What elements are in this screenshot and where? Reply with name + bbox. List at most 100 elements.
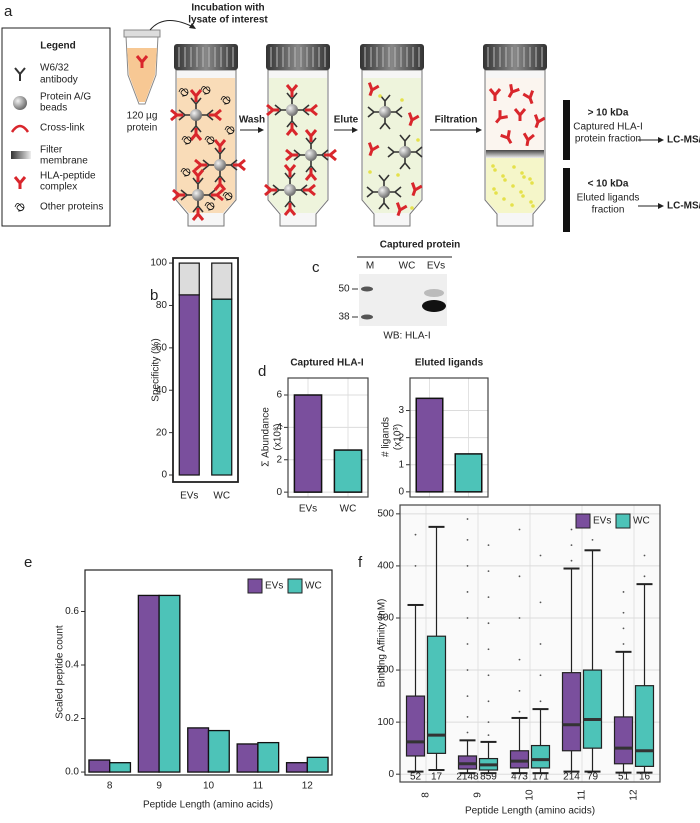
complex-icon (170, 108, 183, 122)
lane-label: M (366, 261, 374, 272)
box (509, 750, 530, 769)
y-tick-label: 80 (156, 300, 168, 311)
legend-item: complex (40, 182, 77, 193)
step-label: Filtration (435, 115, 478, 126)
ligand-dot (492, 187, 496, 191)
ligand-dot (502, 197, 506, 201)
box (405, 695, 426, 757)
box (530, 744, 551, 769)
bead-icon (305, 149, 317, 161)
complex-icon (494, 110, 508, 124)
sample-label: protein (127, 123, 158, 134)
count-label: 52 (410, 772, 422, 783)
protein-icon (200, 86, 211, 95)
legend-item: Other proteins (40, 202, 103, 213)
bar (88, 759, 111, 773)
y-axis-title: (x10⁸) (273, 423, 284, 450)
x-axis-title: Peptide Length (amino acids) (143, 800, 273, 811)
outlier (518, 658, 521, 661)
outlier (622, 627, 625, 630)
bead-icon (13, 96, 27, 110)
bead-icon (192, 189, 204, 201)
x-tick-label: 10 (525, 789, 536, 801)
x-tick-label: 9 (156, 781, 162, 792)
outlier (539, 674, 542, 677)
outlier (487, 734, 490, 737)
ligand-dot (491, 164, 495, 168)
box (582, 669, 603, 749)
arrowhead (476, 127, 482, 133)
fraction-size: < 10 kDa (588, 179, 629, 190)
box (613, 716, 634, 765)
column-cap (360, 44, 424, 70)
y-tick-label: 400 (377, 561, 394, 572)
antibody-icon (286, 114, 298, 128)
ligand-dot (511, 184, 515, 188)
antibody-icon (315, 149, 329, 161)
outlier (518, 689, 521, 692)
y-axis-title: Specificity (%) (151, 338, 162, 401)
legend-swatch (615, 513, 631, 529)
bar (236, 743, 259, 773)
outlier (518, 617, 521, 619)
outlier (518, 575, 521, 578)
x-axis-title: Peptide Length (amino acids) (465, 806, 595, 817)
complex-icon (324, 148, 337, 162)
outlier (487, 700, 490, 703)
output-label: LC-MS/MS (667, 135, 700, 146)
panel-label: e (24, 554, 32, 571)
sample-label: 120 µg (127, 111, 158, 122)
outlier (487, 544, 490, 546)
antibody-icon (178, 109, 192, 121)
outlier (622, 643, 625, 645)
bead-icon (378, 186, 390, 198)
column-cap (266, 44, 330, 70)
ligand-dot (510, 203, 514, 207)
band (422, 300, 446, 312)
y-tick-label: 0.2 (65, 713, 79, 724)
lane-label: EVs (427, 261, 445, 272)
antibody-icon (14, 67, 26, 81)
arrowhead (258, 127, 264, 133)
x-tick-label: 12 (302, 781, 314, 792)
complex-icon (264, 183, 277, 197)
fraction-bar (563, 100, 570, 160)
complex-icon (283, 164, 297, 177)
protein-icon (178, 88, 189, 97)
ligand-dot (520, 171, 524, 175)
antibody-icon (409, 146, 423, 158)
y-tick-label: 0.4 (65, 660, 79, 671)
y-tick-label: 0 (388, 769, 394, 780)
ligand-dot (521, 194, 525, 198)
y-tick-label: 2 (398, 432, 404, 443)
blot-title: Captured protein (380, 240, 461, 251)
arrow (149, 20, 196, 31)
outlier (539, 554, 542, 557)
complex-icon (172, 188, 185, 202)
marker-band (361, 314, 373, 320)
y-tick-label: 6 (276, 390, 282, 401)
bar (158, 594, 181, 773)
x-tick-label: WC (340, 504, 357, 515)
marker-label: 50 (338, 284, 350, 295)
antibody-icon (389, 106, 403, 118)
count-label: 859 (480, 772, 497, 783)
complex-icon (500, 130, 513, 144)
blot (359, 274, 447, 326)
antibody-icon (192, 199, 204, 213)
antibody-icon (294, 184, 308, 196)
antibody-icon (190, 119, 202, 133)
bead-icon (399, 146, 411, 158)
count-label: 16 (639, 772, 651, 783)
arrowhead (658, 203, 664, 209)
ligand-dot (522, 175, 526, 179)
legend-label: EVs (265, 581, 283, 592)
legend-label: WC (633, 516, 650, 527)
outlier (487, 622, 490, 625)
legend-item: Cross-link (40, 123, 85, 134)
ligand-dot (396, 173, 400, 177)
bar (454, 453, 483, 493)
complex-icon (507, 84, 520, 98)
antibody-icon (202, 189, 216, 201)
y-tick-label: 20 (156, 427, 168, 438)
